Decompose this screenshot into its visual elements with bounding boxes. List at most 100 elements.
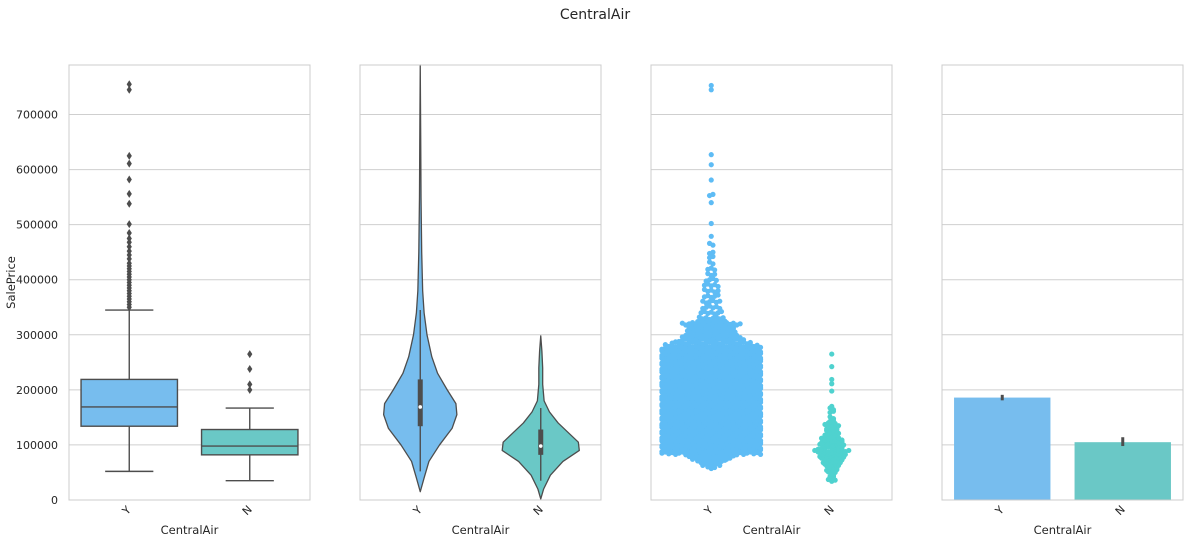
outlier-point	[126, 175, 132, 184]
swarm-point	[717, 305, 723, 312]
y-tick-label: 400000	[16, 274, 58, 287]
outlier-point	[247, 385, 253, 394]
swarm-point	[757, 363, 764, 369]
swarm-point	[757, 404, 764, 410]
swarm-point	[715, 283, 721, 290]
swarm-point	[829, 403, 835, 409]
x-tick-label: N	[531, 503, 546, 518]
outlier-point	[126, 259, 132, 268]
swarm-point	[757, 355, 764, 361]
swarm-point	[757, 418, 764, 424]
x-axis-label: CentralAir	[1034, 523, 1092, 537]
x-tick-label: N	[822, 503, 837, 518]
swarm-point	[715, 288, 721, 294]
outlier-point	[126, 159, 132, 168]
x-tick-label: Y	[119, 503, 134, 518]
swarm-point	[757, 438, 764, 444]
outlier-point	[126, 151, 132, 160]
outlier-point	[247, 350, 253, 359]
axes-frame	[359, 64, 602, 501]
swarm-point	[757, 396, 764, 402]
swarm-point	[830, 416, 837, 422]
swarm-point	[757, 382, 764, 389]
swarm-point	[708, 162, 714, 168]
x-tick-label: N	[240, 503, 255, 518]
box-y	[80, 80, 179, 473]
swarm-point	[757, 424, 764, 430]
y-tick-label: 500000	[16, 219, 58, 232]
x-tick-label: Y	[410, 503, 425, 518]
violin-median	[538, 444, 543, 448]
swarm-point	[710, 191, 716, 197]
swarm-point	[829, 364, 835, 370]
swarm-point	[757, 369, 764, 375]
panel-4: Y N CentralAir	[941, 64, 1184, 537]
y-tick-label: 100000	[16, 439, 58, 452]
y-tick-label: 600000	[16, 164, 58, 177]
swarm-y	[659, 82, 764, 472]
x-tick-label: N	[1113, 503, 1128, 518]
swarm-point	[757, 349, 764, 355]
violin-n	[501, 335, 580, 500]
y-tick-label: 300000	[16, 329, 58, 342]
y-tick-label: 0	[51, 494, 58, 507]
swarm-point	[708, 177, 714, 183]
swarm-point	[829, 376, 835, 383]
swarm-point	[710, 253, 716, 260]
swarm-point	[708, 220, 714, 227]
swarm-point	[712, 271, 718, 277]
swarm-point	[829, 351, 835, 357]
panel-3: Y N CentralAir	[650, 64, 893, 537]
x-axis-label: CentralAir	[161, 523, 219, 537]
x-tick-label: Y	[992, 503, 1007, 518]
swarm-point	[708, 87, 714, 93]
bar-n	[1074, 442, 1171, 500]
swarm-point	[737, 321, 743, 327]
outlier-point	[247, 380, 253, 389]
violin-y	[382, 64, 458, 493]
swarm-point	[717, 298, 723, 304]
swarm-point	[715, 292, 721, 298]
panel-2: Y N CentralAir	[359, 64, 602, 537]
outlier-point	[126, 228, 132, 237]
swarm-point	[710, 242, 716, 248]
swarm-point	[757, 390, 764, 396]
swarm-point	[835, 435, 842, 441]
swarm-point	[757, 451, 764, 457]
swarm-point	[708, 82, 714, 89]
axes-frame	[941, 64, 1184, 501]
swarm-point	[708, 233, 714, 239]
violin-iqr	[538, 429, 544, 455]
swarm-point	[710, 249, 716, 255]
swarm-point	[708, 152, 714, 158]
violin-iqr	[417, 379, 423, 427]
swarm-point	[713, 277, 719, 283]
swarm-point	[757, 410, 764, 416]
outlier-point	[126, 234, 132, 243]
box-iqr	[80, 378, 179, 427]
x-axis-label: CentralAir	[452, 523, 510, 537]
swarm-point	[710, 261, 716, 267]
swarm-point	[757, 431, 764, 438]
figure-title: CentralAir	[560, 7, 630, 23]
outlier-point	[126, 247, 132, 256]
swarm-point	[829, 381, 835, 387]
swarm-n	[812, 351, 852, 484]
box-n	[200, 350, 299, 482]
swarm-point	[712, 267, 718, 273]
y-tick-label: 200000	[16, 384, 58, 397]
outlier-point	[126, 199, 132, 208]
outlier-point	[126, 85, 132, 94]
swarm-point	[720, 315, 726, 321]
outlier-point	[247, 364, 253, 373]
y-tick-label: 700000	[16, 109, 58, 122]
swarm-point	[757, 445, 764, 451]
swarm-point	[754, 342, 760, 348]
violin-median	[418, 405, 423, 409]
x-axis-label: CentralAir	[743, 523, 801, 537]
x-tick-label: Y	[701, 503, 716, 518]
y-axis-label: SalePrice	[4, 256, 18, 309]
swarm-point	[708, 200, 714, 206]
